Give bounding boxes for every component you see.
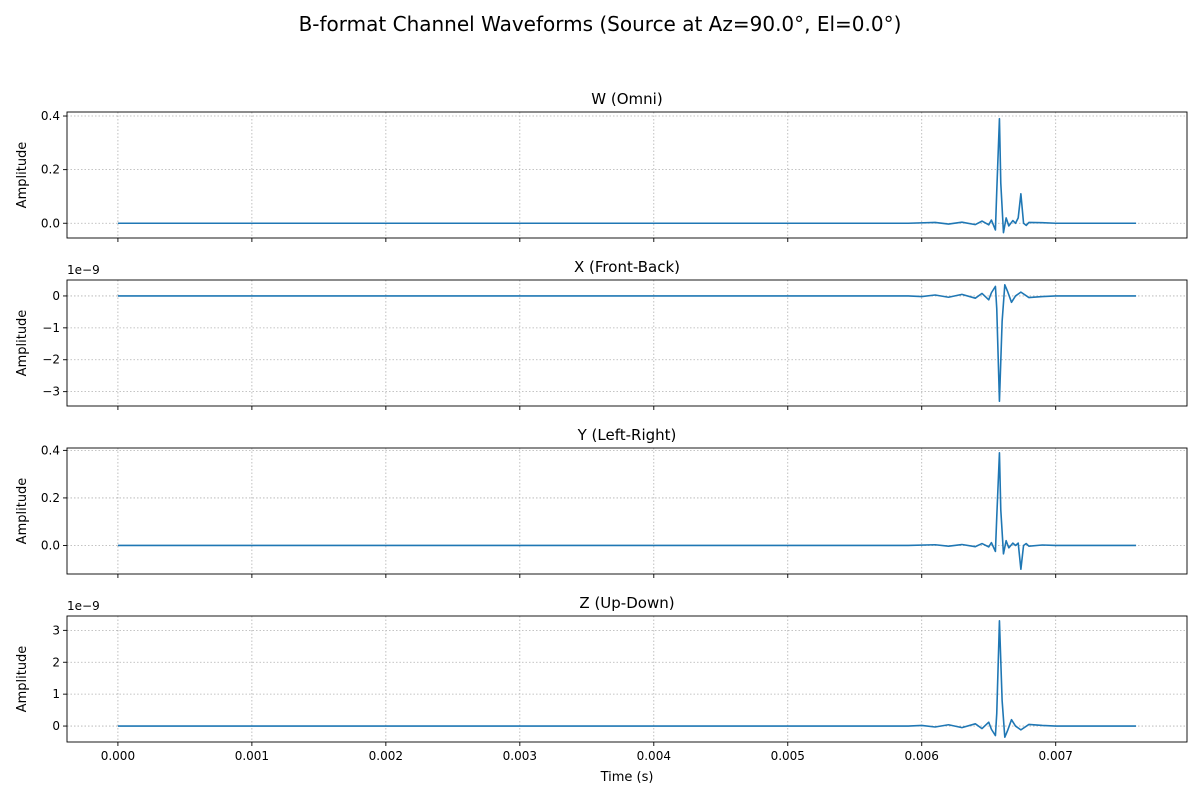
- panel-3-series-line: [117, 451, 1137, 571]
- panel-4-ylabel: Amplitude: [15, 646, 30, 713]
- panel-4-xtick-label-1: 0.001: [235, 749, 269, 763]
- panel-1-title: W (Omni): [591, 90, 662, 108]
- panel-2-axes-frame: [66, 279, 1188, 407]
- panel-2-ytick-label-0: −3: [42, 385, 60, 399]
- panel-4-ytick-label-3: 3: [52, 623, 60, 637]
- figure-title: B-format Channel Waveforms (Source at Az…: [298, 12, 902, 36]
- panel-4-xtick-label-5: 0.005: [771, 749, 805, 763]
- panel-3-ytick-label-2: 0.4: [41, 443, 60, 457]
- panel-3-axes-frame: [66, 447, 1188, 575]
- panel-4-xlabel: Time (s): [600, 770, 654, 785]
- panel-2-ytick-label-2: −1: [42, 321, 60, 335]
- panel-2-ylabel: Amplitude: [15, 310, 30, 377]
- panel-1-ytick-label-1: 0.2: [41, 163, 60, 177]
- panel-4-offset-text: 1e−9: [67, 599, 100, 613]
- panel-2-ytick-label-1: −2: [42, 353, 60, 367]
- panel-3-ytick-label-0: 0.0: [41, 538, 60, 552]
- panel-3-ytick-label-1: 0.2: [41, 491, 60, 505]
- panel-4-ytick-label-0: 0: [52, 719, 60, 733]
- panel-4-xtick-label-4: 0.004: [637, 749, 671, 763]
- panel-3-title: Y (Left-Right): [577, 426, 677, 444]
- panel-1-series-line: [117, 117, 1137, 234]
- panel-3-ylabel: Amplitude: [15, 478, 30, 545]
- panel-2-ytick-label-3: 0: [52, 289, 60, 303]
- panel-4-xtick-label-3: 0.003: [503, 749, 537, 763]
- panel-4-xtick-label-6: 0.006: [905, 749, 939, 763]
- panel-1-ytick-label-2: 0.4: [41, 109, 60, 123]
- panel-4-series-line: [117, 619, 1137, 739]
- panel-4-xtick-label-2: 0.002: [369, 749, 403, 763]
- panel-4-axes-frame: [66, 615, 1188, 743]
- panel-4-xtick-label-7: 0.007: [1039, 749, 1073, 763]
- panel-2-offset-text: 1e−9: [67, 263, 100, 277]
- panel-4-ytick-label-1: 1: [52, 687, 60, 701]
- panel-2-series-line: [117, 283, 1137, 403]
- panel-4-xtick-label-0: 0.000: [101, 749, 135, 763]
- panel-1-axes-frame: [66, 111, 1188, 239]
- panel-1-ylabel: Amplitude: [15, 142, 30, 209]
- panel-1-ytick-label-0: 0.0: [41, 216, 60, 230]
- panel-2-title: X (Front-Back): [574, 258, 680, 276]
- panel-4-title: Z (Up-Down): [579, 594, 674, 612]
- panel-4-ytick-label-2: 2: [52, 655, 60, 669]
